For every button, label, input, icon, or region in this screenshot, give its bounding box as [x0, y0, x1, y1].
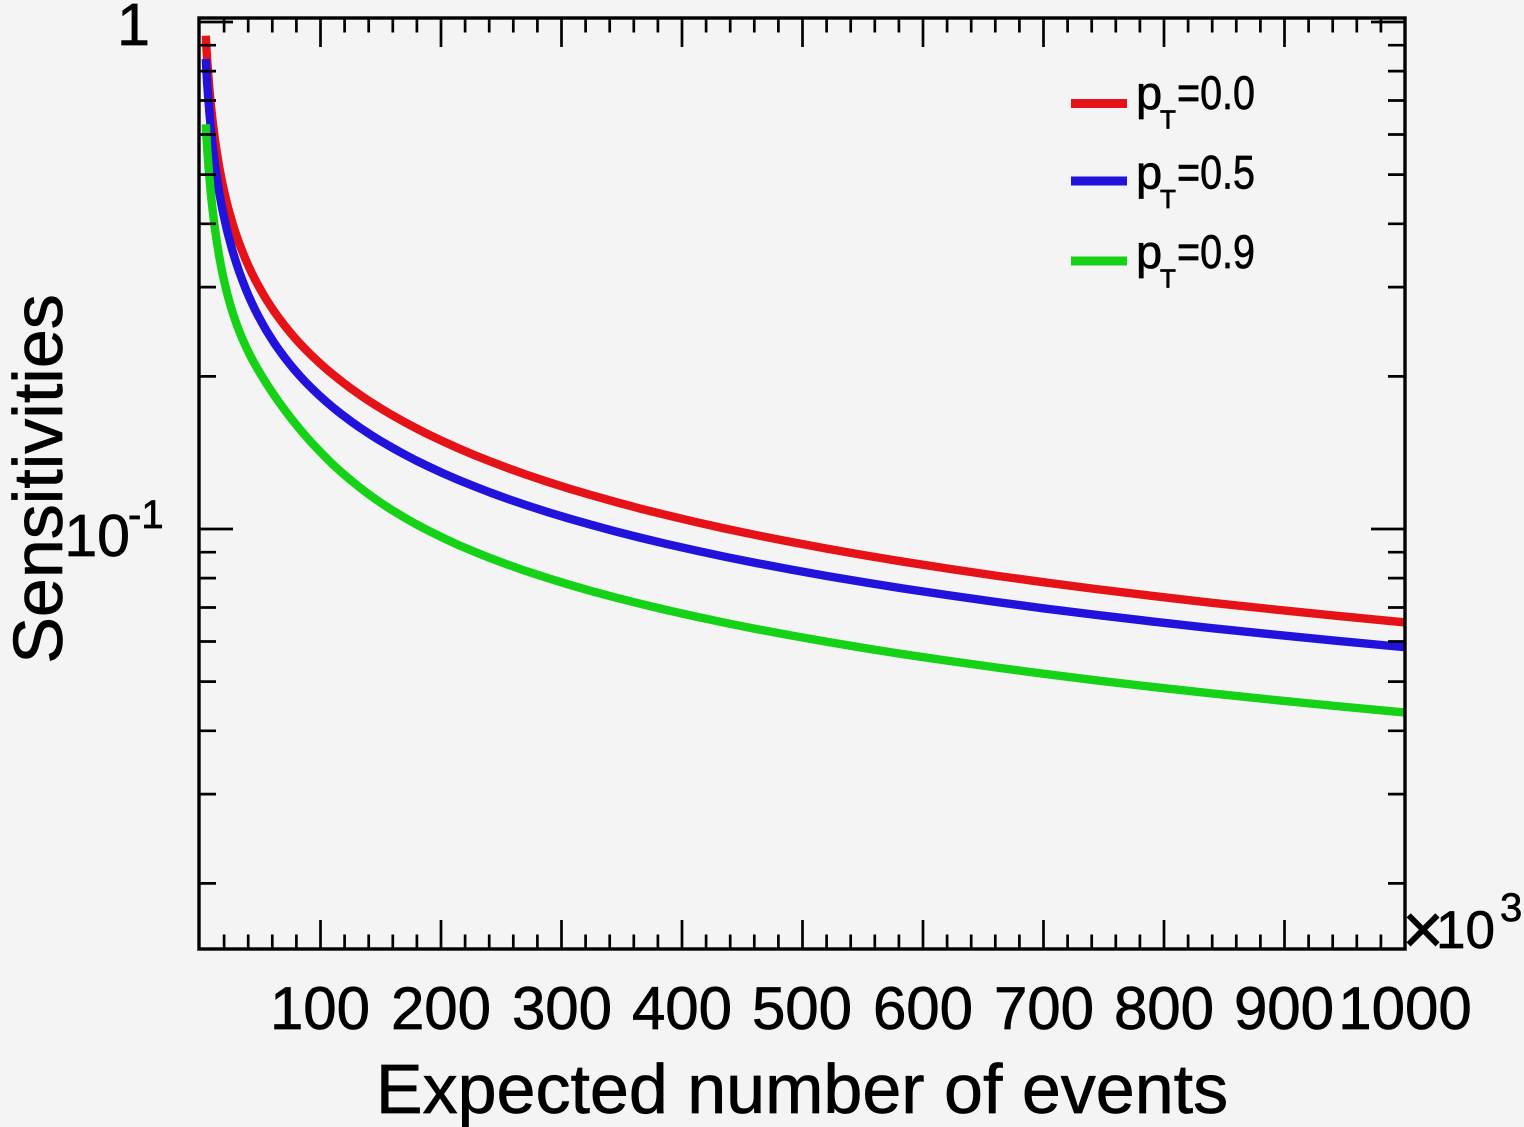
svg-text:800: 800 [1114, 975, 1214, 1042]
svg-text:200: 200 [391, 975, 491, 1042]
svg-text:p: p [1136, 146, 1162, 199]
svg-text:900: 900 [1234, 975, 1334, 1042]
svg-text:100: 100 [270, 975, 370, 1042]
svg-text:T: T [1160, 264, 1176, 294]
svg-text:=0.9: =0.9 [1177, 225, 1255, 278]
svg-text:p: p [1136, 66, 1162, 119]
svg-text:=0.0: =0.0 [1177, 66, 1255, 119]
svg-text:-1: -1 [128, 493, 164, 537]
svg-text:T: T [1160, 105, 1176, 135]
svg-text:500: 500 [752, 975, 852, 1042]
svg-text:=0.5: =0.5 [1177, 146, 1255, 199]
svg-text:700: 700 [994, 975, 1094, 1042]
svg-text:Expected number of events: Expected number of events [376, 1050, 1228, 1127]
svg-text:400: 400 [632, 975, 732, 1042]
svg-text:10: 10 [64, 503, 130, 569]
svg-text:Sensitivities: Sensitivities [0, 294, 77, 664]
svg-text:300: 300 [512, 975, 612, 1042]
svg-text:1: 1 [117, 0, 150, 58]
svg-text:600: 600 [873, 975, 973, 1042]
svg-text:×: × [1402, 890, 1444, 970]
svg-text:p: p [1136, 225, 1162, 278]
svg-text:1000: 1000 [1338, 975, 1471, 1042]
svg-text:3: 3 [1500, 886, 1522, 930]
svg-text:T: T [1160, 184, 1176, 214]
svg-text:10: 10 [1436, 901, 1495, 960]
